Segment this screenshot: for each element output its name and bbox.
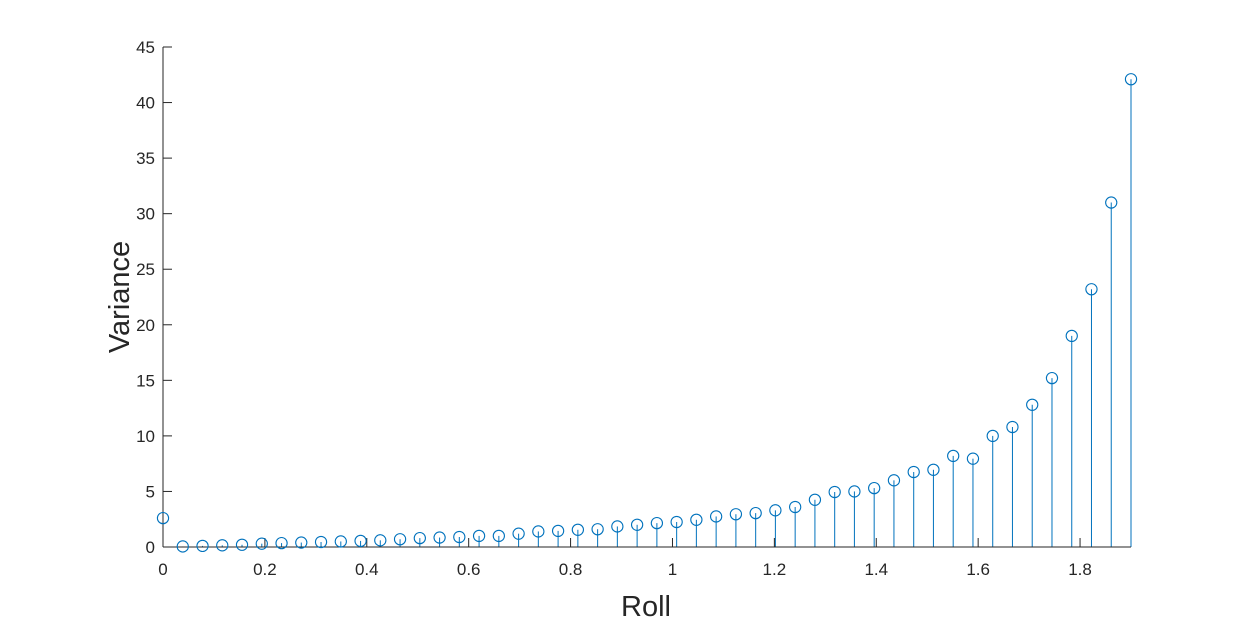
stem-marker <box>828 485 841 499</box>
stem-marker <box>176 540 189 553</box>
stem-marker <box>453 530 466 544</box>
stem-marker <box>907 465 920 479</box>
stems-layer <box>162 79 1132 547</box>
stem-marker <box>986 429 999 443</box>
stem-marker <box>749 506 762 520</box>
x-tick-label: 0.4 <box>355 560 379 579</box>
stem-marker <box>729 508 743 521</box>
stem-marker <box>789 500 802 514</box>
x-tick-label: 1 <box>668 560 677 579</box>
stem-marker <box>354 534 367 548</box>
stem-marker <box>1006 420 1019 434</box>
x-tick-label: 1.8 <box>1068 560 1092 579</box>
y-tick-label: 25 <box>136 260 155 279</box>
x-axis-title: Roll <box>621 591 671 623</box>
stem-marker <box>1026 398 1039 411</box>
stem-marker <box>393 533 407 546</box>
stem-marker <box>769 504 782 517</box>
y-tick-label: 35 <box>136 149 155 168</box>
stem-marker <box>334 535 347 548</box>
stem-marker <box>156 511 170 525</box>
stem-marker <box>295 536 308 549</box>
stem-marker <box>591 523 604 536</box>
x-tick-label: 1.6 <box>966 560 990 579</box>
stem-marker <box>275 536 288 550</box>
stem-marker <box>1065 329 1078 343</box>
stem-marker <box>1085 283 1098 296</box>
labels-layer: 0 0.2 0.4 0.6 0.8 1 1.2 1.4 1.6 1.8 0 5 10 15 20 25 30 35… <box>136 38 1092 579</box>
y-tick-label: 5 <box>146 482 155 501</box>
x-tick-label: 1.2 <box>763 560 787 579</box>
y-tick-label: 15 <box>136 371 155 390</box>
x-tick-label: 0.2 <box>253 560 277 579</box>
stem-marker <box>1105 196 1118 209</box>
stem-marker <box>532 525 545 538</box>
y-tick-label: 10 <box>136 427 155 446</box>
stem-marker <box>966 452 980 465</box>
stem-marker <box>670 515 683 529</box>
y-tick-label: 40 <box>136 94 155 113</box>
stem-marker <box>1045 371 1059 385</box>
stem-marker <box>630 518 644 531</box>
stem-marker <box>472 529 486 543</box>
stem-marker <box>433 531 446 544</box>
stem-marker <box>374 534 387 547</box>
stem-marker <box>255 537 268 550</box>
markers-layer <box>156 73 1138 553</box>
stem-marker <box>650 516 664 530</box>
y-tick-label: 0 <box>146 538 155 557</box>
stem-marker <box>235 538 249 551</box>
stem-marker <box>551 524 565 538</box>
stem-marker <box>571 523 585 536</box>
stem-marker <box>887 474 901 487</box>
x-tick-label: 0 <box>158 560 167 579</box>
x-tick-label: 0.8 <box>559 560 583 579</box>
y-tick-label: 45 <box>136 38 155 57</box>
stem-marker <box>808 493 822 506</box>
x-tick-label: 0.6 <box>457 560 481 579</box>
stem-marker <box>413 531 426 545</box>
stem-marker <box>611 520 624 533</box>
y-axis-title: Variance <box>104 241 136 353</box>
stem-marker <box>512 527 525 540</box>
stem-marker <box>196 539 209 553</box>
axes-layer <box>162 46 1131 548</box>
y-tick-label: 30 <box>136 205 155 224</box>
stem-marker <box>947 449 960 463</box>
stem-marker <box>690 513 703 526</box>
stem-marker <box>868 481 881 495</box>
stem-marker <box>216 539 229 552</box>
stem-marker <box>1124 73 1138 86</box>
stem-marker <box>314 535 328 549</box>
stem-marker <box>709 510 723 523</box>
x-tick-label: 1.4 <box>864 560 888 579</box>
stem-marker <box>848 485 861 498</box>
y-tick-label: 20 <box>136 316 155 335</box>
stem-marker <box>492 529 505 543</box>
stem-marker <box>927 463 940 476</box>
